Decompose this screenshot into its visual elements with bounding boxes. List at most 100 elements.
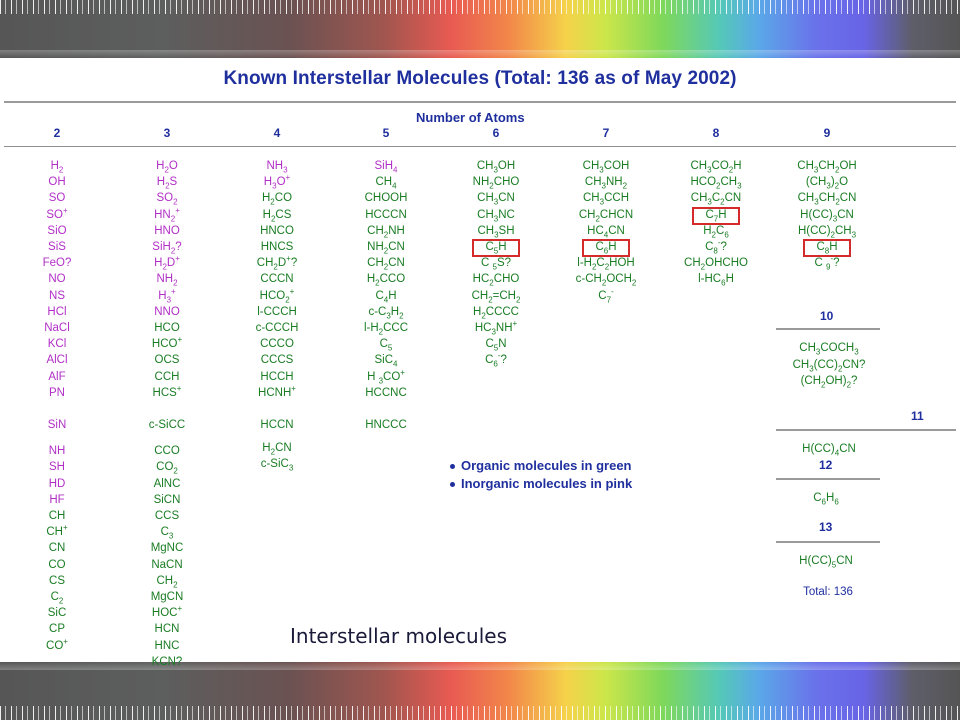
- molecule-2-atoms: CH+: [46, 523, 68, 539]
- molecule-2-atoms: CO+: [46, 636, 68, 652]
- molecule-4-atoms: HCCN: [260, 419, 294, 432]
- legend-inorganic: Inorganic molecules in pink: [450, 476, 632, 491]
- molecule-3-atoms: HN2+: [154, 205, 180, 223]
- molecule-7-atoms: c-CH2OCH2: [575, 273, 637, 288]
- molecule-7-atoms: CH2CHCN: [578, 208, 634, 223]
- molecule-9-atoms: H(CC)3CN: [800, 208, 854, 223]
- molecule-3-atoms: OCS: [154, 354, 180, 367]
- group-10-rule: [776, 328, 880, 330]
- molecule-3-atoms: SiH2?: [152, 241, 182, 256]
- molecule-2-atoms: HCl: [47, 305, 67, 318]
- molecule-8-atoms: H2C6: [703, 224, 729, 240]
- molecule-6-atoms: CH3OH: [476, 160, 516, 175]
- total-count: Total: 136: [803, 586, 853, 598]
- molecule-6-atoms: C5N: [485, 338, 507, 353]
- molecule-2-atoms: CO: [48, 558, 66, 571]
- group-13-rule: [776, 541, 880, 543]
- molecule-12-atoms: C6H6: [813, 492, 839, 507]
- molecule-3-atoms: MgCN: [150, 590, 184, 603]
- molecule-2-atoms: SiC: [47, 607, 67, 620]
- molecule-8-atoms: l-HC6H: [698, 273, 734, 288]
- molecule-3-atoms: HCN: [154, 623, 180, 636]
- molecule-3-atoms: CCS: [154, 509, 180, 522]
- molecule-4-atoms: CCCO: [260, 338, 294, 351]
- molecule-3-atoms: HNC: [154, 639, 180, 652]
- molecule-3-atoms: CCO: [154, 445, 180, 458]
- molecule-5-atoms: HCCNC: [365, 386, 407, 399]
- group-10-header: 10: [820, 309, 834, 323]
- molecule-10-atoms: CH3(CC)2CN?: [792, 358, 866, 373]
- molecule-4-atoms: NH3: [266, 160, 288, 175]
- molecule-4-atoms: HCCH: [260, 370, 294, 383]
- molecule-6-atoms: HC2CHO: [472, 273, 520, 288]
- molecule-3-atoms: H2S: [156, 176, 178, 191]
- molecule-7-atoms: l-H2C2HOH: [577, 257, 635, 272]
- molecule-11-atoms: H(CC)4CN: [802, 443, 856, 458]
- molecule-2-atoms: NO: [48, 273, 66, 286]
- molecule-5-atoms: CH4: [375, 176, 397, 191]
- molecule-4-atoms: c-SiC3: [260, 458, 294, 473]
- molecule-6-atoms: C6-?: [485, 351, 507, 369]
- molecule-3-atoms: HCO+: [151, 335, 183, 351]
- molecule-5-atoms: C4H: [375, 289, 397, 304]
- molecule-3-atoms: H2D+: [154, 254, 180, 272]
- legend-organic: Organic molecules in green: [450, 458, 632, 473]
- title-divider: [4, 101, 956, 103]
- molecule-7-atoms: HC4CN: [587, 224, 625, 240]
- molecule-9-atoms: (CH3)2O: [805, 176, 849, 191]
- molecule-6-atoms: NH2CHO: [472, 176, 520, 191]
- molecule-8-atoms: C7H: [705, 208, 727, 223]
- molecule-6-atoms: H2CCCC: [473, 305, 519, 321]
- highlight-box: [582, 239, 630, 257]
- molecule-5-atoms: H2CCO: [366, 273, 406, 288]
- molecule-2-atoms: PN: [49, 386, 65, 399]
- molecule-3-atoms: HCS+: [152, 383, 182, 399]
- number-of-atoms-label: Number of Atoms: [416, 110, 525, 125]
- molecule-2-atoms: SH: [49, 461, 65, 474]
- molecule-2-atoms: H2: [50, 160, 64, 175]
- molecule-3-atoms: KCN?: [151, 655, 183, 668]
- molecule-5-atoms: l-H2CCC: [363, 322, 409, 337]
- group-11-header: 11: [911, 409, 924, 423]
- molecule-3-atoms: HNO: [154, 224, 180, 237]
- molecule-9-atoms: H(CC)2CH3: [797, 224, 857, 240]
- molecule-5-atoms: HCCCN: [365, 208, 407, 221]
- molecule-4-atoms: HCO2+: [259, 286, 295, 304]
- highlight-box: [472, 239, 520, 257]
- group-12-rule: [776, 478, 880, 480]
- column-header-7-atoms: 7: [602, 126, 610, 140]
- legend-organic-text: Organic molecules in green: [461, 458, 632, 473]
- molecule-4-atoms: CCCN: [260, 273, 294, 286]
- molecule-4-atoms: H2CO: [261, 192, 293, 207]
- molecule-2-atoms: AlCl: [46, 354, 68, 367]
- group-12-header: 12: [819, 458, 833, 472]
- molecule-2-atoms: CH: [48, 509, 66, 522]
- molecule-2-atoms: FeO?: [42, 257, 72, 270]
- molecule-3-atoms: SiCN: [153, 493, 181, 506]
- molecule-2-atoms: NaCl: [44, 322, 70, 334]
- molecule-7-atoms: C7-: [598, 286, 614, 304]
- molecule-3-atoms: c-SiCC: [148, 419, 186, 432]
- molecule-10-atoms: CH3COCH3: [799, 342, 859, 357]
- molecule-3-atoms: H2O: [156, 160, 178, 175]
- highlight-box: [803, 239, 851, 257]
- molecule-3-atoms: HOC+: [151, 604, 183, 620]
- molecule-2-atoms: HD: [48, 477, 66, 490]
- molecule-5-atoms: C5: [379, 338, 393, 353]
- molecule-7-atoms: CH3NH2: [584, 176, 628, 191]
- molecule-3-atoms: CO2: [156, 461, 178, 476]
- spectrum-banner-bottom: [0, 662, 960, 720]
- molecule-3-atoms: AlNC: [153, 477, 181, 490]
- molecule-2-atoms: SO+: [46, 205, 68, 221]
- molecule-2-atoms: NS: [49, 289, 65, 302]
- molecule-5-atoms: CH2CN: [367, 257, 405, 272]
- molecule-5-atoms: CHOOH: [364, 192, 408, 205]
- molecule-7-atoms: CH3COH: [582, 160, 630, 175]
- bullet-icon: [450, 482, 455, 488]
- molecule-4-atoms: CH2D+?: [256, 254, 298, 272]
- legend-inorganic-text: Inorganic molecules in pink: [461, 476, 633, 491]
- molecule-4-atoms: c-CCCH: [255, 322, 299, 334]
- molecule-2-atoms: AlF: [48, 370, 66, 383]
- molecule-8-atoms: HCO2CH3: [690, 176, 742, 191]
- molecule-6-atoms: C 5S?: [480, 257, 512, 272]
